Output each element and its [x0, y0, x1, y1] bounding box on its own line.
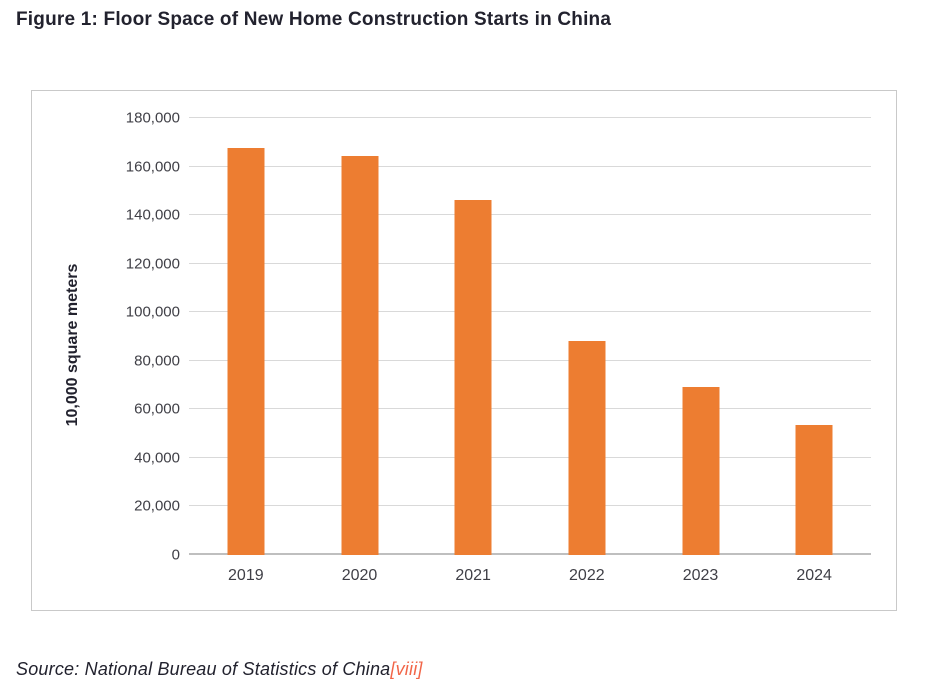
gridline: [189, 214, 871, 216]
y-tick-label: 140,000: [125, 206, 180, 224]
y-tick-label: 120,000: [125, 255, 180, 273]
gridline: [189, 408, 871, 410]
gridline: [189, 456, 871, 458]
bar-2019: [227, 148, 265, 555]
gridline: [189, 262, 871, 264]
y-axis-title: 10,000 square meters: [64, 263, 81, 427]
x-tick-label: 2020: [341, 567, 378, 584]
bar-2022: [568, 341, 606, 555]
y-tick-label: 100,000: [125, 303, 180, 321]
x-tick-label: 2022: [569, 567, 605, 584]
y-tick-label: 180,000: [125, 109, 180, 127]
x-tick-label: 2023: [682, 567, 719, 584]
source-citation-link[interactable]: [viii]: [390, 659, 423, 679]
gridline: [189, 505, 871, 507]
bar-2020: [341, 156, 378, 555]
y-tick-label: 40,000: [134, 449, 180, 467]
gridline: [189, 165, 871, 167]
x-axis-line: [189, 553, 871, 555]
chart-container: 10,000 square meters 0 20,000 40,000 60,000…: [31, 90, 897, 611]
y-tick-label: 0: [171, 546, 180, 564]
source-line: Source: National Bureau of Statistics of…: [16, 659, 423, 680]
figure-title: Figure 1: Floor Space of New Home Constr…: [16, 9, 612, 30]
x-tick-label: 2024: [796, 567, 832, 584]
bar-2023: [682, 387, 719, 555]
x-tick-label: 2019: [228, 567, 264, 584]
y-tick-label: 20,000: [134, 497, 180, 515]
plot-area: 0 20,000 40,000 60,000 80,000 100,000 120,000 1…: [126, 110, 871, 584]
bar-2024: [795, 425, 833, 555]
bar-2021: [454, 199, 492, 555]
y-tick-label: 60,000: [134, 400, 180, 418]
gridline: [189, 359, 871, 361]
y-tick-label: 160,000: [125, 158, 180, 176]
x-tick-label: 2021: [455, 567, 491, 584]
gridline: [189, 311, 871, 313]
gridline: [189, 117, 871, 118]
y-tick-label: 80,000: [134, 352, 180, 370]
source-text: Source: National Bureau of Statistics of…: [16, 659, 391, 679]
